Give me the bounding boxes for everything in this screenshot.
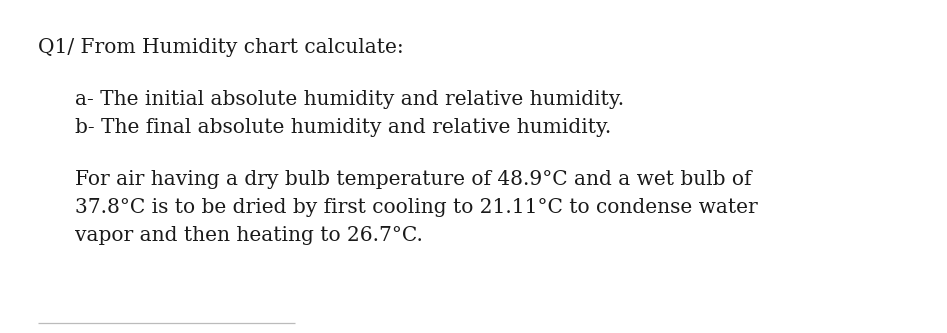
Text: vapor and then heating to 26.7°C.: vapor and then heating to 26.7°C. <box>75 226 423 245</box>
Text: b- The final absolute humidity and relative humidity.: b- The final absolute humidity and relat… <box>75 118 611 137</box>
Text: Q1/ From Humidity chart calculate:: Q1/ From Humidity chart calculate: <box>38 38 403 57</box>
Text: a- The initial absolute humidity and relative humidity.: a- The initial absolute humidity and rel… <box>75 90 624 109</box>
Text: 37.8°C is to be dried by first cooling to 21.11°C to condense water: 37.8°C is to be dried by first cooling t… <box>75 198 758 217</box>
Text: For air having a dry bulb temperature of 48.9°C and a wet bulb of: For air having a dry bulb temperature of… <box>75 170 752 189</box>
